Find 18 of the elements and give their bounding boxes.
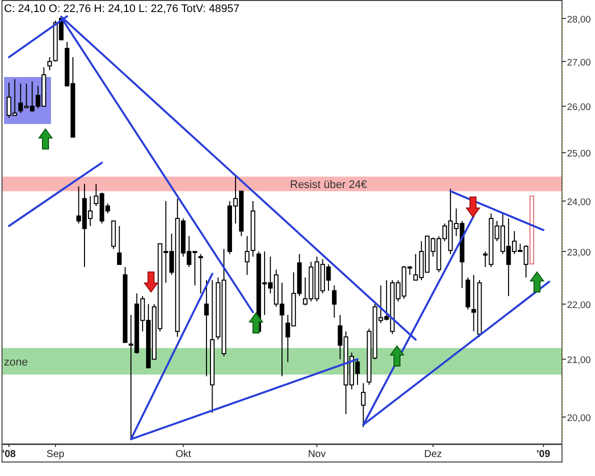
x-tick-label: '09 xyxy=(536,449,551,460)
chart-title: C: 24,10 O: 22,76 H: 24,10 L: 22,76 TotV: 48957 xyxy=(4,3,240,15)
band-label: Resist über 24€ xyxy=(290,178,368,191)
band-label: zone xyxy=(4,356,28,368)
y-tick-label: 23,00 xyxy=(567,247,591,258)
x-tick-label: Sep xyxy=(46,449,65,460)
y-tick-label: 25,00 xyxy=(567,148,591,160)
y-tick-label: 21,00 xyxy=(567,355,591,366)
x-tick-label: Dez xyxy=(424,449,442,460)
y-tick-label: 20,00 xyxy=(567,413,591,424)
y-tick-label: 28,00 xyxy=(567,14,591,26)
x-tick-label: Okt xyxy=(175,449,192,460)
y-tick-label: 27,00 xyxy=(567,58,591,69)
x-tick-label: Nov xyxy=(308,449,326,460)
y-tick-label: 24,00 xyxy=(567,197,591,208)
y-tick-label: 26,00 xyxy=(567,102,591,114)
y-tick-label: 22,00 xyxy=(567,300,591,312)
x-tick-label: '08 xyxy=(2,449,16,460)
